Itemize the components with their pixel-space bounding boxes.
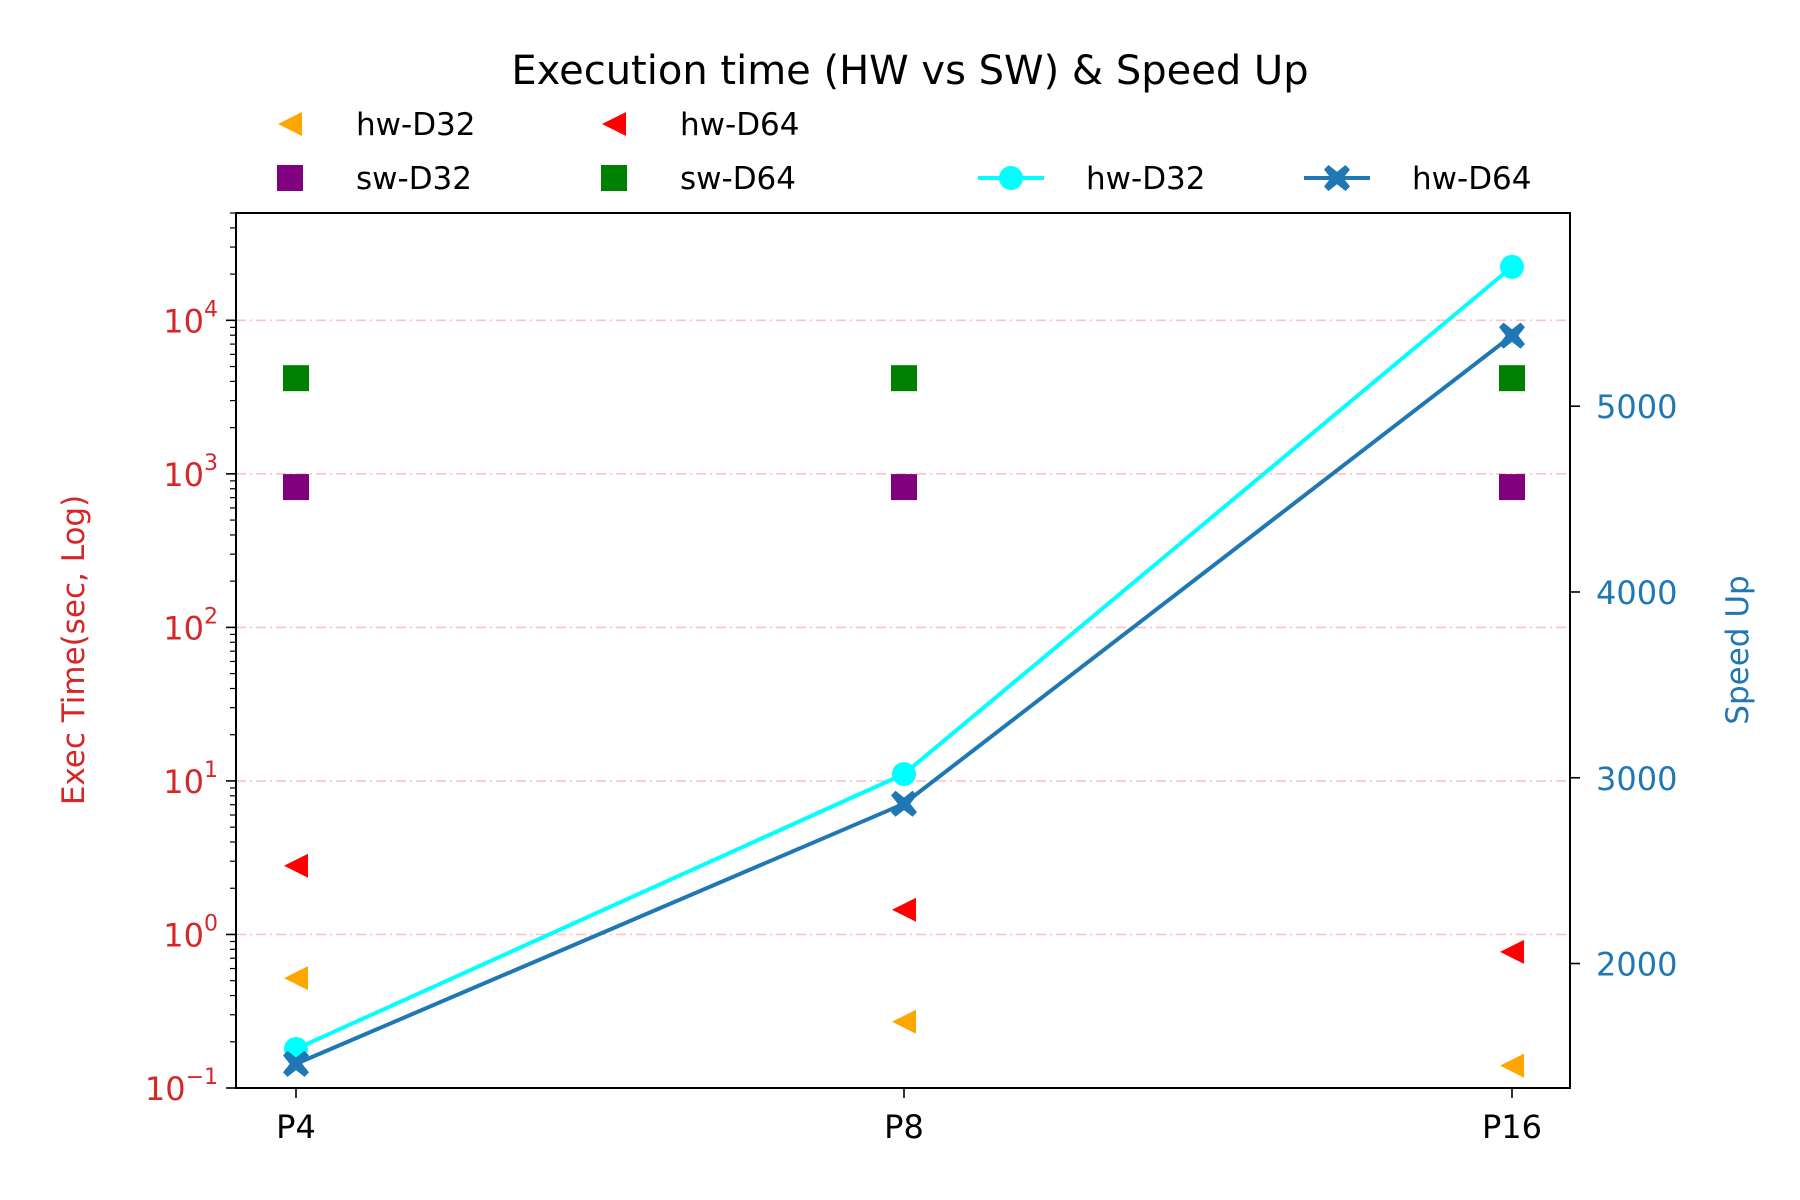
chart-title: Execution time (HW vs SW) & Speed Up	[511, 48, 1308, 94]
legend-entry-speedup-hw-D64: hw-D64	[1304, 161, 1532, 197]
legend-entry-speedup-hw-D32: hw-D32	[978, 161, 1206, 197]
legend: hw-D32 sw-D32 hw-D64 sw-D64 hw-D32 hw-D64	[277, 107, 1532, 197]
exec-point	[284, 853, 308, 878]
exec-series-sw-D32	[283, 474, 1525, 501]
x-tick-label: P16	[1482, 1108, 1542, 1146]
exec-point	[1500, 939, 1524, 964]
exec-series-hw-D64	[284, 853, 1524, 964]
speedup-point	[1499, 322, 1525, 349]
y-left-tick-label: 10−1	[145, 1065, 218, 1108]
legend-label: hw-D64	[680, 107, 800, 143]
y-left-tick-label: 101	[163, 758, 218, 801]
legend-entry-sw-D64: sw-D64	[601, 161, 796, 197]
speedup-series-hw-D64	[283, 322, 1525, 1077]
speedup-point	[1500, 254, 1524, 279]
legend-label: hw-D64	[1412, 161, 1532, 197]
y-right-tick-label: 3000	[1596, 760, 1677, 798]
series-layer	[283, 254, 1525, 1078]
speedup-point	[891, 790, 917, 817]
speedup-point	[892, 762, 916, 787]
legend-label: sw-D32	[356, 161, 472, 197]
exec-point	[283, 474, 309, 501]
exec-point	[1499, 365, 1525, 392]
speedup-point	[283, 1050, 309, 1077]
legend-marker	[1324, 165, 1350, 191]
exec-point	[891, 474, 917, 501]
exec-point	[1500, 1053, 1524, 1078]
legend-entry-hw-D64: hw-D64	[602, 107, 800, 143]
y-left-tick-label: 102	[163, 604, 218, 647]
exec-series-hw-D32	[284, 966, 1524, 1078]
legend-entry-sw-D32: sw-D32	[277, 161, 472, 197]
y-right-tick-label: 4000	[1596, 574, 1677, 612]
exec-point	[284, 966, 308, 991]
legend-entry-hw-D32: hw-D32	[278, 107, 476, 143]
y-left-tick-label: 104	[163, 297, 218, 340]
legend-label: sw-D64	[680, 161, 796, 197]
exec-series-sw-D64	[283, 365, 1525, 392]
exec-point	[891, 365, 917, 392]
y-axis-left-label: Exec Time(sec, Log)	[56, 495, 92, 805]
legend-marker	[999, 166, 1023, 190]
legend-label: hw-D32	[1086, 161, 1206, 197]
plot-frame	[235, 212, 1571, 1089]
legend-marker	[601, 165, 627, 191]
y-axis-right-label: Speed Up	[1720, 575, 1756, 724]
y-right-tick-label: 2000	[1596, 946, 1677, 984]
axis-layer: 10−1 100 101 102 103 104 2000 3000 4000 5000 P4 P8 P…	[145, 212, 1677, 1146]
x-tick-label: P8	[884, 1108, 924, 1146]
exec-point	[283, 365, 309, 392]
y-right-tick-label: 5000	[1596, 388, 1677, 426]
legend-label: hw-D32	[356, 107, 476, 143]
y-left-tick-label: 100	[163, 911, 218, 954]
legend-marker	[277, 165, 303, 191]
exec-point	[1499, 474, 1525, 501]
exec-point	[892, 1009, 916, 1034]
exec-point	[892, 897, 916, 922]
y-left-tick-label: 103	[163, 451, 218, 494]
x-tick-label: P4	[276, 1108, 316, 1146]
legend-marker	[278, 112, 302, 136]
legend-marker	[602, 112, 626, 136]
